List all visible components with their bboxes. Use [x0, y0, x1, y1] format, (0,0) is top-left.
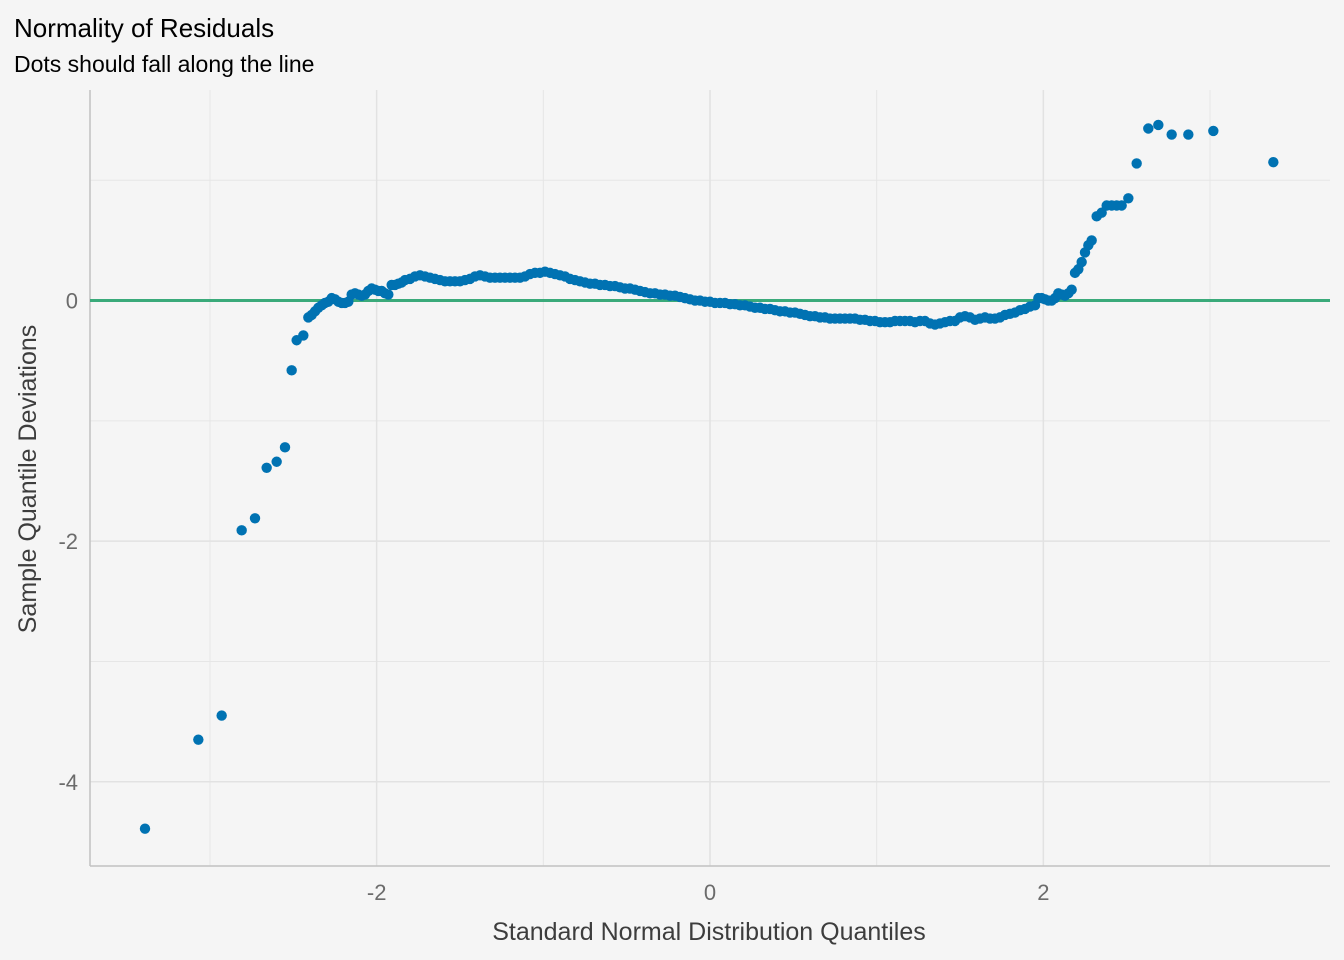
- data-point: [1116, 200, 1127, 211]
- data-point: [383, 289, 394, 300]
- x-axis-title: Standard Normal Distribution Quantiles: [492, 918, 926, 946]
- data-point: [279, 442, 291, 453]
- data-point: [1086, 235, 1097, 246]
- x-tick-labels: -2 0 2: [367, 880, 1050, 905]
- y-axis-title: Sample Quantile Deviations: [14, 325, 42, 634]
- data-point: [1208, 125, 1219, 137]
- y-tick-label: -2: [58, 529, 78, 554]
- data-point: [1076, 256, 1087, 268]
- chart-title: Normality of Residuals: [14, 13, 274, 43]
- data-point: [298, 330, 309, 341]
- y-tick-label: 0: [66, 289, 78, 314]
- data-point: [193, 734, 204, 745]
- data-point: [1153, 119, 1164, 131]
- data-point: [139, 823, 151, 834]
- data-point: [249, 513, 261, 524]
- data-point: [1183, 129, 1194, 140]
- x-tick-label: 2: [1037, 880, 1049, 905]
- data-point: [286, 365, 297, 376]
- data-point: [271, 456, 282, 467]
- y-tick-labels: -4 -2 0: [58, 289, 78, 795]
- data-point: [1123, 193, 1134, 204]
- y-tick-label: -4: [58, 770, 78, 795]
- x-tick-label: -2: [367, 880, 387, 905]
- x-tick-label: 0: [704, 880, 716, 905]
- data-point: [261, 462, 272, 473]
- data-point: [1166, 129, 1177, 140]
- data-point: [1131, 158, 1142, 169]
- data-point: [1268, 156, 1279, 168]
- data-point: [236, 525, 247, 536]
- data-point: [1066, 284, 1077, 295]
- data-point: [1096, 207, 1107, 218]
- data-point: [216, 710, 227, 721]
- chart-subtitle: Dots should fall along the line: [14, 51, 314, 77]
- data-points: [139, 119, 1279, 834]
- data-point: [1143, 123, 1154, 134]
